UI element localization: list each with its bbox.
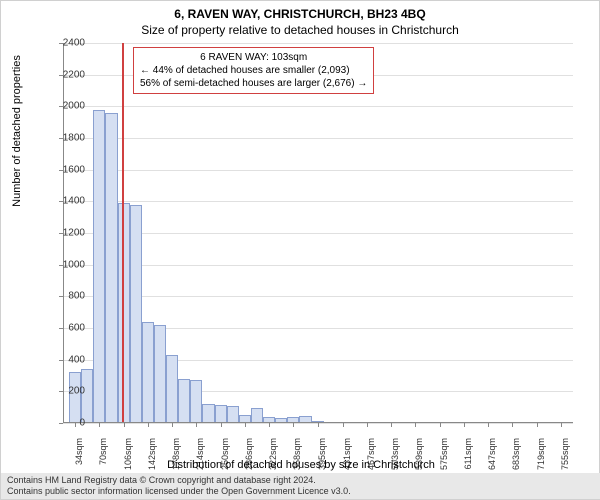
x-tick-mark — [391, 423, 392, 427]
y-tick-label: 1400 — [45, 196, 85, 207]
histogram-bar — [215, 405, 227, 423]
x-tick-mark — [415, 423, 416, 427]
x-tick-label: 358sqm — [292, 438, 302, 478]
annotation-line: 56% of semi-detached houses are larger (… — [140, 77, 367, 90]
y-tick-label: 2400 — [45, 38, 85, 49]
y-tick-label: 1800 — [45, 133, 85, 144]
x-tick-mark — [124, 423, 125, 427]
marker-line — [122, 43, 124, 423]
gridline — [63, 106, 573, 107]
histogram-bar — [154, 325, 166, 423]
histogram-bar — [166, 355, 178, 423]
x-tick-mark — [343, 423, 344, 427]
y-tick-label: 2000 — [45, 101, 85, 112]
y-axis-label: Number of detached properties — [11, 31, 23, 231]
x-tick-label: 575sqm — [439, 438, 449, 478]
y-tick-label: 0 — [45, 418, 85, 429]
x-tick-mark — [512, 423, 513, 427]
x-tick-mark — [269, 423, 270, 427]
x-axis-label: Distribution of detached houses by size … — [1, 459, 600, 471]
x-tick-label: 214sqm — [195, 438, 205, 478]
x-tick-mark — [367, 423, 368, 427]
histogram-bar — [190, 380, 202, 423]
plot-area: 6 RAVEN WAY: 103sqm← 44% of detached hou… — [63, 43, 573, 423]
x-tick-mark — [172, 423, 173, 427]
histogram-bar — [227, 406, 239, 423]
y-tick-label: 1000 — [45, 259, 85, 270]
x-tick-label: 322sqm — [268, 438, 278, 478]
x-tick-label: 178sqm — [171, 438, 181, 478]
page-subtitle: Size of property relative to detached ho… — [1, 23, 599, 37]
x-tick-mark — [293, 423, 294, 427]
x-tick-label: 250sqm — [220, 438, 230, 478]
x-tick-mark — [245, 423, 246, 427]
histogram-bar — [130, 205, 142, 424]
y-tick-label: 2200 — [45, 69, 85, 80]
x-tick-label: 611sqm — [463, 438, 473, 478]
histogram-bar — [202, 404, 214, 423]
x-tick-label: 539sqm — [414, 438, 424, 478]
histogram-bar — [105, 113, 117, 423]
x-tick-label: 647sqm — [487, 438, 497, 478]
x-tick-mark — [464, 423, 465, 427]
y-tick-label: 800 — [45, 291, 85, 302]
histogram-bar — [69, 372, 81, 423]
x-tick-mark — [196, 423, 197, 427]
histogram-bar — [251, 408, 263, 423]
annotation-line: 6 RAVEN WAY: 103sqm — [140, 51, 367, 64]
x-tick-label: 34sqm — [74, 438, 84, 478]
footer-attribution: Contains HM Land Registry data © Crown c… — [1, 473, 600, 499]
x-tick-label: 503sqm — [390, 438, 400, 478]
histogram-bar — [93, 110, 105, 424]
x-tick-mark — [148, 423, 149, 427]
gridline — [63, 138, 573, 139]
x-tick-label: 106sqm — [123, 438, 133, 478]
x-tick-label: 755sqm — [560, 438, 570, 478]
x-tick-mark — [561, 423, 562, 427]
x-tick-label: 142sqm — [147, 438, 157, 478]
gridline — [63, 170, 573, 171]
y-tick-label: 400 — [45, 354, 85, 365]
x-tick-label: 286sqm — [244, 438, 254, 478]
footer-line-1: Contains HM Land Registry data © Crown c… — [7, 475, 595, 486]
page-title: 6, RAVEN WAY, CHRISTCHURCH, BH23 4BQ — [1, 7, 599, 21]
x-tick-label: 467sqm — [366, 438, 376, 478]
annotation-line: ← 44% of detached houses are smaller (2,… — [140, 64, 367, 77]
x-tick-label: 719sqm — [536, 438, 546, 478]
histogram-bar — [178, 379, 190, 423]
x-tick-mark — [318, 423, 319, 427]
x-tick-mark — [99, 423, 100, 427]
histogram-bar — [118, 203, 130, 423]
x-tick-label: 70sqm — [98, 438, 108, 478]
x-tick-mark — [537, 423, 538, 427]
footer-line-2: Contains public sector information licen… — [7, 486, 595, 497]
histogram-bar — [142, 322, 154, 423]
y-tick-label: 1600 — [45, 164, 85, 175]
annotation-box: 6 RAVEN WAY: 103sqm← 44% of detached hou… — [133, 47, 374, 94]
chart-container: 6, RAVEN WAY, CHRISTCHURCH, BH23 4BQ Siz… — [0, 0, 600, 500]
x-tick-label: 431sqm — [342, 438, 352, 478]
x-tick-mark — [440, 423, 441, 427]
y-tick-label: 200 — [45, 386, 85, 397]
gridline — [63, 43, 573, 44]
y-tick-label: 1200 — [45, 228, 85, 239]
x-tick-mark — [221, 423, 222, 427]
y-tick-label: 600 — [45, 323, 85, 334]
gridline — [63, 201, 573, 202]
x-tick-label: 683sqm — [511, 438, 521, 478]
x-tick-label: 395sqm — [317, 438, 327, 478]
x-tick-mark — [488, 423, 489, 427]
